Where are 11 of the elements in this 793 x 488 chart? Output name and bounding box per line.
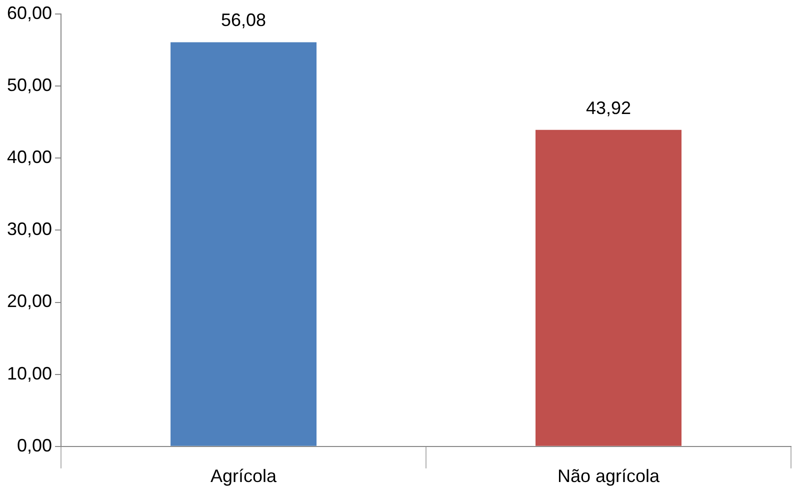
x-tick-label: Agrícola [210, 466, 278, 486]
y-tick-label: 0,00 [16, 435, 52, 456]
y-tick-label: 10,00 [6, 363, 52, 384]
y-tick-label: 50,00 [6, 75, 52, 96]
x-tick-label: Não agrícola [557, 466, 661, 486]
y-tick-label: 60,00 [6, 2, 52, 23]
data-label: 43,92 [586, 98, 632, 118]
y-tick-label: 30,00 [6, 219, 52, 240]
y-tick-label: 20,00 [6, 291, 52, 312]
y-tick-label: 40,00 [6, 147, 52, 168]
data-label: 56,08 [221, 10, 266, 30]
